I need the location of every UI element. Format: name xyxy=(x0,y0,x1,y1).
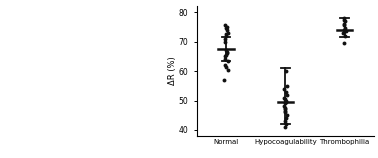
Y-axis label: ΔR (%): ΔR (%) xyxy=(168,57,177,85)
